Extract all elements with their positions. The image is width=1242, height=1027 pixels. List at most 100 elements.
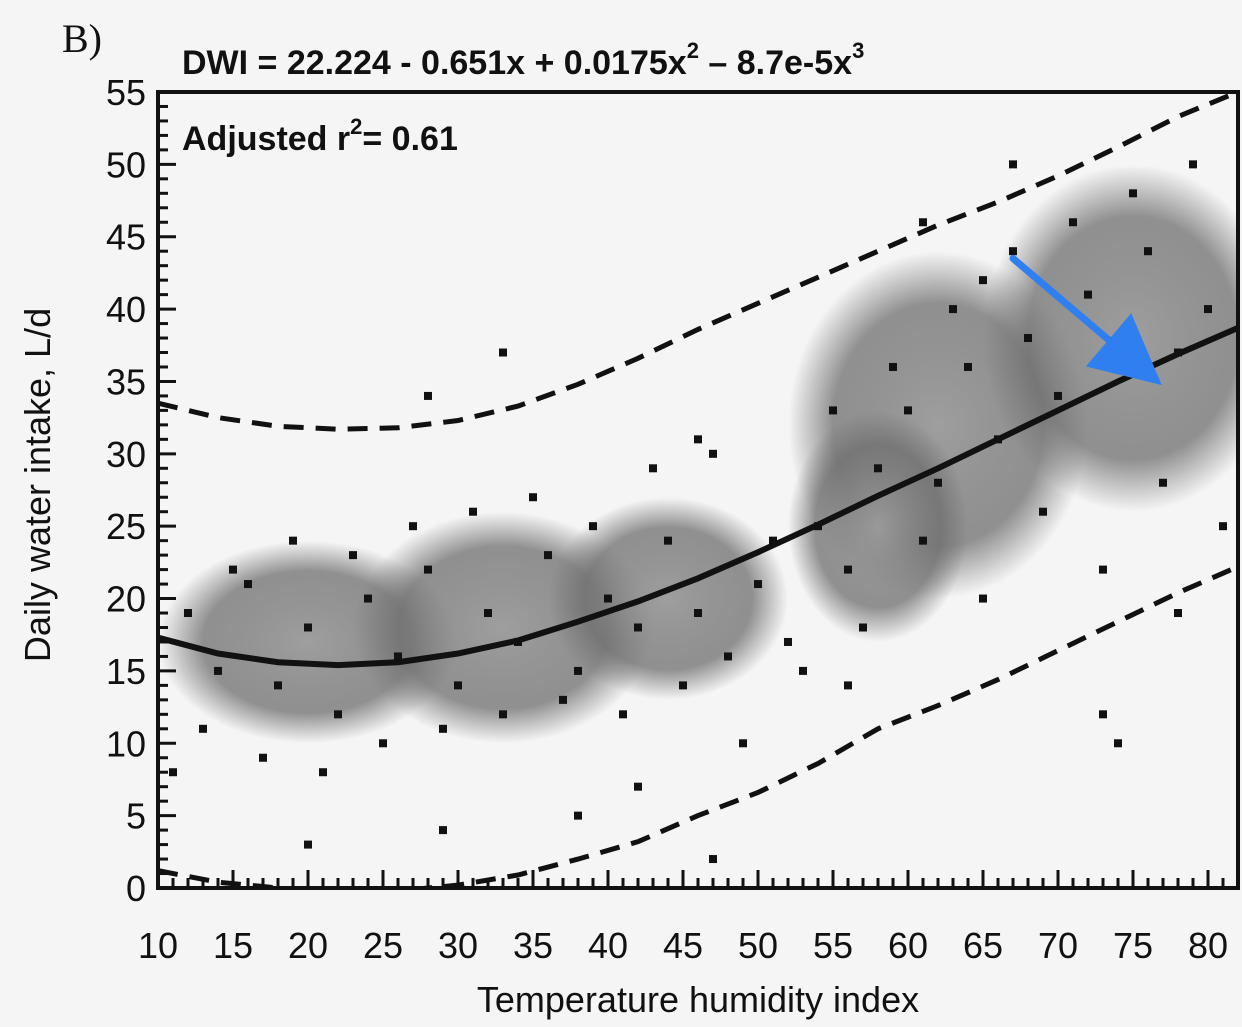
x-tick-label: 60 [888,925,928,966]
scatter-point [424,391,432,400]
scatter-point [829,406,837,415]
x-axis-title: Temperature humidity index [477,979,919,1020]
scatter-point [1024,334,1032,343]
y-tick-label: 0 [126,868,146,909]
scatter-point [934,478,942,487]
scatter-point [319,768,327,777]
scatter-point [889,362,897,371]
scatter-point [214,666,222,675]
scatter-point [304,840,312,849]
equation-prefix: DWI = 22.224 - 0.651x + 0.0175x [182,44,687,82]
scatter-point [1114,739,1122,748]
scatter-point [694,435,702,444]
scatter-point [874,464,882,473]
scatter-point [1114,362,1122,371]
density-blob [788,410,968,642]
scatter-point [1189,160,1197,169]
scatter-point [1144,247,1152,256]
scatter-point [1174,609,1182,618]
scatter-point [349,551,357,560]
scatter-point [469,507,477,516]
scatter-point [1084,290,1092,299]
scatter-point [844,565,852,574]
scatter-point [664,536,672,545]
r2-exponent: 2 [350,114,362,139]
scatter-point [619,710,627,719]
scatter-point [1204,305,1212,314]
scatter-point [679,681,687,690]
scatter-point [484,609,492,618]
scatter-point [409,522,417,531]
scatter-point [244,580,252,589]
scatter-point [589,522,597,531]
scatter-point [604,594,612,603]
scatter-point [964,362,972,371]
scatter-point [1009,160,1017,169]
y-tick-label: 5 [126,796,146,837]
x-tick-label: 15 [213,925,253,966]
y-axis-title: Daily water intake, L/d [17,308,58,662]
scatter-point [394,652,402,661]
lower-prediction-band [158,564,1238,888]
panel-label: B) [62,16,102,61]
x-axis: 10 15 20 25 30 35 40 45 50 55 60 65 70 75 80 [138,870,1240,966]
scatter-point [274,681,282,690]
x-tick-label: 45 [663,925,703,966]
scatter-point [784,637,792,646]
scatter-point [499,710,507,719]
y-tick-label: 45 [106,217,146,258]
scatter-point [574,811,582,820]
scatter-point [169,768,177,777]
scatter-point [799,666,807,675]
adjusted-r-squared: Adjusted r2= 0.61 [182,114,458,158]
scatter-point [739,739,747,748]
y-axis: 0 5 10 15 20 25 30 35 40 45 50 55 [106,72,176,909]
scatter-point [1159,478,1167,487]
scatter-point [424,565,432,574]
scatter-point [1039,507,1047,516]
plot-area [158,92,1238,888]
x-tick-label: 30 [438,925,478,966]
r2-value: = 0.61 [362,120,457,158]
x-tick-label: 75 [1113,925,1153,966]
x-tick-label: 25 [363,925,403,966]
scatter-point [1069,218,1077,227]
scatter-point [454,681,462,690]
x-tick-label: 40 [588,925,628,966]
y-tick-label: 40 [106,289,146,330]
scatter-point [544,551,552,560]
scatter-point [979,594,987,603]
scatter-point [919,536,927,545]
scatter-point [709,855,717,864]
scatter-point [904,406,912,415]
equation-exponent-2: 2 [687,38,699,63]
scatter-point [1099,710,1107,719]
scatter-point [1129,189,1137,198]
regression-fit-line [158,325,1238,669]
scatter-point [259,753,267,762]
r2-prefix: Adjusted r [182,120,350,158]
density-blob [548,497,788,700]
scatter-point [229,565,237,574]
y-tick-label: 35 [106,361,146,402]
scatter-point [199,724,207,733]
y-tick-label: 15 [106,651,146,692]
scatter-point [859,623,867,632]
upper-prediction-band [158,92,1238,432]
scatter-point [289,536,297,545]
equation-exponent-3: 3 [852,38,864,63]
x-tick-label: 70 [1038,925,1078,966]
x-tick-label: 80 [1188,925,1228,966]
scatter-point [754,580,762,589]
y-tick-label: 30 [106,434,146,475]
scatter-point [709,449,717,458]
scatter-point [1054,391,1062,400]
scatter-point [334,710,342,719]
scatter-point [184,609,192,618]
regression-equation: DWI = 22.224 - 0.651x + 0.0175x2 – 8.7e-… [182,38,864,82]
scatter-point [439,724,447,733]
scatter-point [364,594,372,603]
x-tick-label: 35 [513,925,553,966]
